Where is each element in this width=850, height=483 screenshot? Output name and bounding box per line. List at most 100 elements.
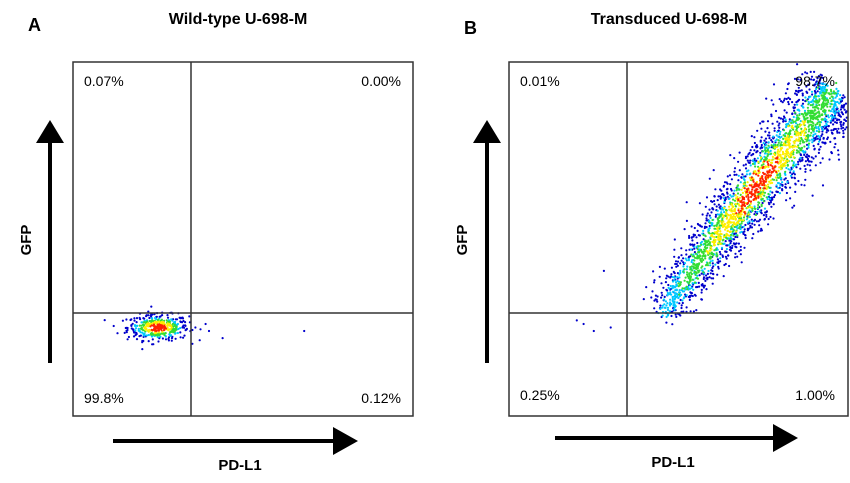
data-point (704, 279, 707, 282)
data-point (770, 144, 773, 147)
data-point (174, 325, 177, 328)
data-point (714, 213, 718, 216)
data-point (782, 137, 785, 140)
data-point (719, 253, 722, 256)
data-point (152, 343, 155, 346)
data-point (182, 336, 185, 339)
data-point (825, 122, 828, 125)
data-point (703, 267, 706, 270)
data-point (793, 204, 796, 207)
data-point (791, 119, 794, 122)
data-point (704, 242, 707, 246)
data-point (757, 160, 760, 163)
data-point (809, 119, 812, 122)
data-point (805, 85, 808, 88)
data-point (807, 96, 811, 99)
data-point (691, 243, 694, 246)
panel-b-title: Transduced U-698-M (591, 11, 747, 28)
data-point (671, 275, 674, 279)
data-point (698, 202, 702, 205)
data-point (765, 141, 768, 144)
data-point (689, 278, 692, 281)
data-point (839, 121, 842, 124)
data-point (698, 254, 702, 257)
data-point (795, 149, 799, 152)
data-point (843, 96, 846, 99)
data-point (145, 334, 149, 337)
data-point (709, 216, 712, 219)
data-point (763, 187, 766, 190)
data-point (701, 255, 704, 258)
data-point (734, 217, 738, 220)
data-point (813, 106, 816, 109)
data-point (157, 340, 160, 343)
data-point (837, 110, 840, 113)
data-point (817, 75, 821, 78)
data-point (818, 128, 821, 131)
data-point (811, 93, 814, 96)
data-point (807, 103, 810, 106)
data-point (836, 118, 839, 121)
data-point (762, 214, 766, 217)
data-point (655, 298, 658, 301)
data-point (805, 140, 808, 143)
data-point (773, 127, 776, 130)
data-point (809, 70, 812, 73)
data-point (690, 236, 693, 239)
data-point (140, 326, 143, 330)
data-point (726, 221, 729, 224)
data-point (723, 206, 726, 210)
data-point (767, 174, 770, 177)
data-point (762, 189, 765, 192)
data-point (158, 331, 161, 334)
data-point (692, 255, 696, 258)
data-point (836, 131, 839, 134)
data-point (691, 282, 694, 285)
data-point (798, 151, 801, 154)
data-point (732, 198, 735, 201)
data-point (830, 129, 833, 132)
data-point (166, 314, 169, 317)
data-point (839, 100, 843, 103)
data-point (760, 158, 763, 161)
data-point (160, 332, 163, 335)
data-point (736, 235, 739, 239)
data-point (744, 175, 747, 178)
data-point (812, 118, 815, 121)
data-point (792, 148, 796, 152)
data-point (759, 140, 762, 143)
data-point (817, 143, 820, 146)
data-point (660, 306, 664, 309)
data-point (761, 192, 764, 195)
data-point (723, 200, 726, 204)
data-point (825, 88, 828, 91)
data-point (170, 339, 173, 342)
data-point (829, 140, 832, 143)
data-point (696, 274, 699, 277)
data-point (740, 188, 743, 191)
data-point (750, 178, 753, 181)
data-point (676, 301, 679, 304)
data-point (773, 154, 777, 157)
data-point (645, 286, 648, 289)
data-point (722, 208, 725, 211)
data-point (739, 253, 742, 256)
data-point (790, 121, 793, 124)
data-point (763, 139, 766, 142)
data-point (801, 141, 805, 144)
data-point (138, 329, 141, 332)
data-point (725, 217, 728, 220)
data-point (751, 162, 755, 165)
data-point (676, 272, 680, 275)
data-point (719, 242, 722, 245)
data-point (705, 288, 708, 291)
data-point (746, 206, 749, 209)
data-point (803, 153, 806, 156)
data-point (789, 154, 793, 157)
data-point (756, 150, 759, 153)
data-point (801, 120, 804, 123)
data-point (728, 205, 731, 208)
data-point (820, 106, 823, 109)
data-point (739, 219, 742, 222)
data-point (676, 276, 679, 279)
